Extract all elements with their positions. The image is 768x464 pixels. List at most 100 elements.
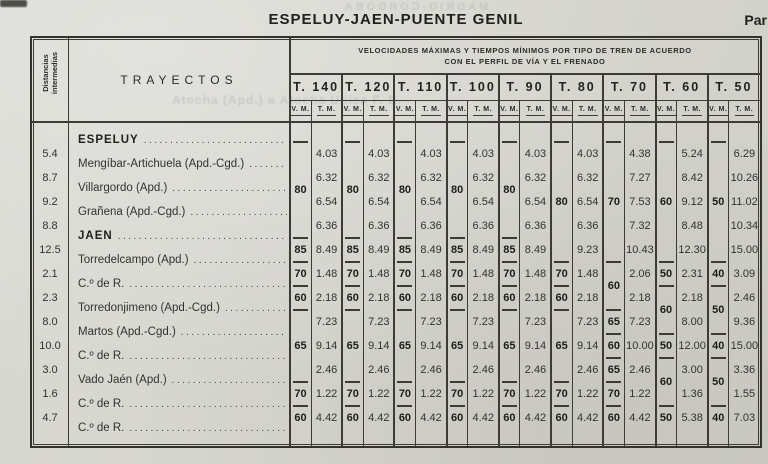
train-column-divider	[497, 74, 500, 446]
vm-span-rule	[449, 141, 465, 143]
tm-value: 4.42	[368, 412, 390, 424]
distance-value: 8.8	[42, 220, 58, 232]
tm-subheader: T. M.	[415, 100, 446, 122]
tm-subheader: T. M.	[572, 100, 603, 122]
vm-value: 50	[659, 340, 673, 352]
vm-value: 80	[294, 184, 307, 196]
tm-value: 8.42	[681, 172, 703, 184]
vm-span-rule	[501, 309, 517, 311]
train-type-header: T. 140	[293, 80, 340, 94]
vm-value: 60	[607, 280, 620, 292]
vm-span-rule	[606, 333, 622, 335]
tm-value: 7.23	[472, 316, 494, 328]
trayectos-divider	[289, 38, 291, 446]
distance-value: 5.4	[42, 148, 58, 160]
vm-span-rule	[449, 309, 465, 311]
vm-subheader-label: V. M.	[655, 106, 677, 116]
tm-value: 6.36	[368, 220, 390, 232]
tm-value: 12.00	[678, 340, 706, 352]
vm-subheader-label: V. M.	[342, 106, 363, 116]
station-name: C.º de R.	[78, 398, 125, 410]
vm-value: 65	[451, 340, 464, 352]
dotted-leader: ........................................…	[171, 375, 287, 386]
vm-value: 50	[712, 196, 725, 208]
distance-value: 9.2	[42, 196, 58, 208]
vm-span-rule	[554, 309, 570, 311]
tm-subheader-label: T. M.	[682, 106, 702, 116]
tm-value: 5.24	[681, 148, 703, 160]
vm-value: 60	[398, 412, 412, 424]
tm-value: 8.48	[681, 220, 703, 232]
vm-subheader: V. M.	[603, 100, 624, 122]
train-column-divider	[393, 74, 396, 446]
tm-value: 2.46	[733, 292, 756, 304]
vm-span-rule	[606, 141, 622, 143]
vm-value: 65	[398, 340, 412, 352]
vm-span-rule	[345, 405, 361, 407]
tm-value: 9.36	[733, 316, 756, 328]
vm-subheader: V. M.	[708, 100, 729, 122]
tm-value: 9.12	[681, 196, 703, 208]
tm-value: 2.46	[420, 364, 442, 376]
train-column-divider	[602, 74, 605, 446]
vm-value: 70	[451, 388, 464, 400]
distance-value: 4.7	[42, 412, 58, 424]
vm-span-rule	[345, 141, 361, 143]
vm-span-rule	[554, 141, 570, 143]
station-row: JAEN....................................…	[78, 230, 287, 246]
vm-tm-divider	[676, 100, 678, 446]
vm-tm-divider	[519, 100, 521, 446]
vm-span-rule	[710, 405, 726, 407]
tm-value: 1.22	[472, 388, 494, 400]
tm-subheader-label: T. M.	[473, 106, 494, 116]
tm-value: 2.46	[577, 364, 599, 376]
tm-subheader-label: T. M.	[577, 106, 598, 116]
station-row: ESPELUY.................................…	[78, 134, 287, 150]
vm-span-rule	[554, 261, 570, 263]
train-column-divider	[445, 74, 448, 446]
vm-subheader-label: V. M.	[394, 106, 416, 116]
vm-tm-divider	[623, 100, 625, 446]
tm-value: 2.46	[368, 364, 390, 376]
tm-value: 2.06	[629, 268, 651, 280]
vm-value: 60	[346, 412, 359, 424]
tm-value: 9.14	[524, 340, 547, 352]
vm-subheader-label: V. M.	[447, 106, 468, 116]
tm-value: 6.29	[733, 148, 756, 160]
tm-value: 2.18	[315, 292, 338, 304]
vm-span-rule	[293, 285, 308, 287]
station-name: C.º de R.	[78, 350, 125, 362]
vm-span-rule	[345, 381, 361, 383]
vm-value: 40	[712, 268, 725, 280]
vm-value: 85	[503, 244, 516, 256]
facing-page-fragment: Par	[744, 12, 767, 28]
vm-subheader-label: V. M.	[603, 106, 624, 116]
vm-span-rule	[293, 381, 308, 383]
vm-span-rule	[658, 333, 674, 335]
tm-value: 1.48	[368, 268, 390, 280]
vm-span-rule	[501, 141, 517, 143]
tm-value: 10.34	[730, 220, 759, 232]
train-column-divider	[341, 74, 344, 446]
tm-value: 7.32	[629, 220, 651, 232]
tm-value: 2.18	[629, 292, 651, 304]
tm-value: 11.02	[731, 196, 758, 208]
vm-subheader: V. M.	[655, 100, 677, 122]
vm-span-rule	[554, 285, 570, 287]
station-row: C.º de R................................…	[78, 278, 287, 294]
train-type-header: T. 90	[506, 80, 544, 94]
vm-value: 80	[503, 184, 516, 196]
station-name: Vado Jaén (Apd.)	[78, 374, 167, 386]
tm-value: 1.36	[681, 388, 703, 400]
vm-span-rule	[293, 405, 308, 407]
station-row: Grañena (Apd.-Cgd.).....................…	[78, 206, 287, 222]
vm-value: 50	[659, 268, 673, 280]
tm-subheader-label: T. M.	[734, 106, 755, 116]
vm-value: 85	[398, 244, 412, 256]
vm-span-rule	[606, 309, 622, 311]
train-column-divider	[654, 74, 657, 446]
tm-value: 7.23	[315, 316, 338, 328]
tm-value: 9.14	[368, 340, 390, 352]
tm-value: 1.22	[315, 388, 338, 400]
station-name: C.º de R.	[78, 422, 125, 434]
